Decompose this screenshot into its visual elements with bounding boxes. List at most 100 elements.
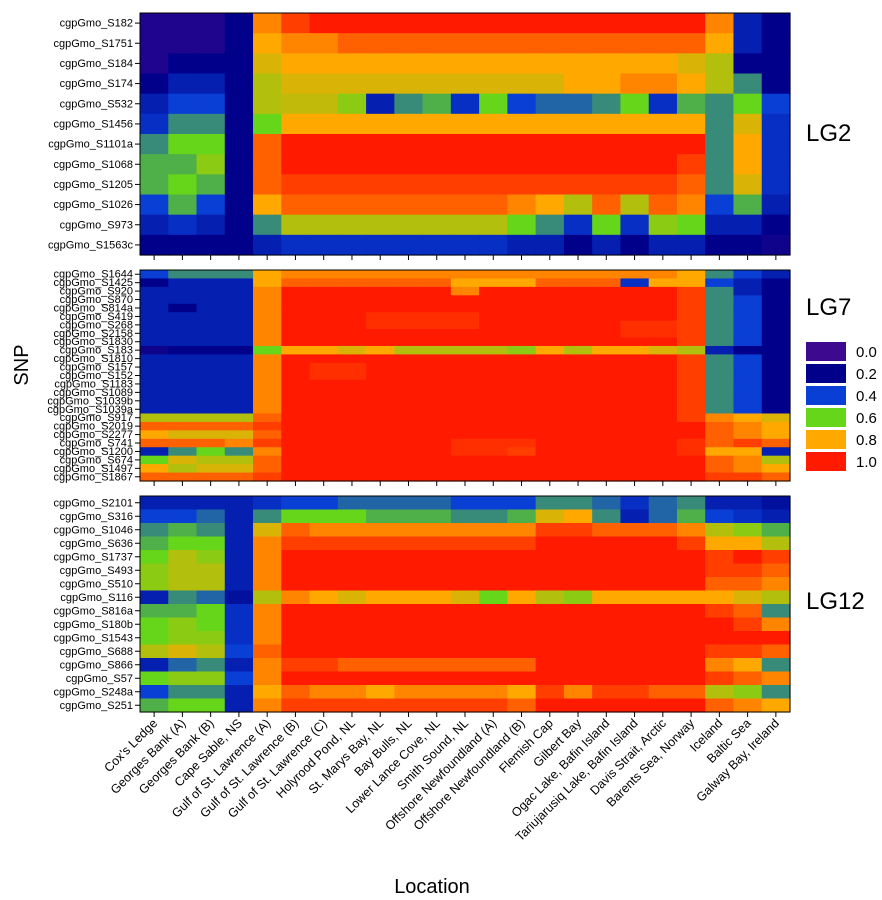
heatmap-cell <box>309 438 339 448</box>
heatmap-cell <box>479 345 508 355</box>
heatmap-cell <box>140 438 169 448</box>
heatmap-cell <box>592 438 622 448</box>
heatmap-cell <box>676 13 706 34</box>
heatmap-cell <box>676 329 706 339</box>
heatmap-cell <box>450 405 480 415</box>
heatmap-cell <box>648 438 678 448</box>
heatmap-cell <box>563 685 593 700</box>
heatmap-cell <box>733 329 763 339</box>
heatmap-cell <box>224 337 254 347</box>
heatmap-cell <box>309 214 339 236</box>
heatmap-cell <box>309 194 339 216</box>
heatmap-cell <box>676 536 706 551</box>
heatmap-cell <box>253 509 282 524</box>
heatmap-cell <box>450 421 480 431</box>
heatmap-cell <box>479 362 508 372</box>
heatmap-cell <box>394 174 424 196</box>
heatmap-cell <box>140 174 169 196</box>
heatmap-cell <box>507 550 537 565</box>
heatmap-cell <box>253 345 282 355</box>
heatmap-cell <box>479 496 508 511</box>
heatmap-cell <box>733 413 763 423</box>
heatmap-cell <box>168 577 198 592</box>
heatmap-cell <box>196 362 226 372</box>
heatmap-cell <box>281 73 311 95</box>
heatmap-cell <box>592 13 622 34</box>
snp-label: cgpGmo_S1425 <box>54 277 134 289</box>
heatmap-cell <box>507 329 537 339</box>
heatmap-cell <box>761 509 791 524</box>
heatmap-cell <box>592 295 622 305</box>
heatmap-cell <box>676 577 706 592</box>
heatmap-cell <box>337 472 367 482</box>
heatmap-cell <box>196 73 226 95</box>
heatmap-cell <box>676 134 706 155</box>
heatmap-cell <box>450 329 480 339</box>
heatmap-cell <box>592 174 622 196</box>
snp-label: cgpGmo_S1026 <box>54 199 134 211</box>
heatmap-cell <box>281 644 311 659</box>
heatmap-cell <box>535 509 565 524</box>
heatmap-cell <box>224 438 254 448</box>
heatmap-cell <box>168 174 198 196</box>
heatmap-cell <box>281 13 311 34</box>
heatmap-cell <box>422 345 452 355</box>
heatmap-cell <box>705 329 735 339</box>
snp-label: cgpGmo_S268 <box>60 319 133 331</box>
heatmap-cell <box>224 550 254 565</box>
heatmap-cell <box>196 303 226 313</box>
heatmap-cell <box>394 563 424 578</box>
heatmap-cell <box>140 447 169 457</box>
heatmap-cell <box>253 286 282 296</box>
heatmap-cell <box>337 631 367 646</box>
heatmap-cell <box>196 550 226 565</box>
heatmap-cell <box>733 278 763 288</box>
heatmap-cell <box>309 698 339 713</box>
heatmap-cell <box>140 577 169 592</box>
legend-label: 0.4 <box>856 388 877 405</box>
heatmap-cell <box>422 464 452 474</box>
heatmap-cell <box>563 604 593 619</box>
heatmap-cell <box>281 320 311 330</box>
heatmap-cell <box>563 73 593 95</box>
heatmap-cell <box>196 604 226 619</box>
heatmap-cell <box>592 362 622 372</box>
heatmap-cell <box>309 550 339 565</box>
heatmap-cell <box>507 371 537 381</box>
heatmap-cell <box>705 312 735 322</box>
heatmap-cell <box>422 447 452 457</box>
heatmap-cell <box>281 312 311 322</box>
heatmap-cell <box>422 430 452 440</box>
heatmap-cell <box>507 421 537 431</box>
snp-label: cgpGmo_S57 <box>66 673 133 685</box>
heatmap-cell <box>337 134 367 155</box>
heatmap-cell <box>281 496 311 511</box>
heatmap-cell <box>733 617 763 632</box>
heatmap-cell <box>422 73 452 95</box>
heatmap-cell <box>507 320 537 330</box>
heatmap-cell <box>394 214 424 236</box>
heatmap-cell <box>224 430 254 440</box>
heatmap-cell <box>281 53 311 75</box>
heatmap-cell <box>366 320 395 330</box>
heatmap-cell <box>705 563 735 578</box>
heatmap-cell <box>648 413 678 423</box>
heatmap-cell <box>535 13 565 34</box>
heatmap-cell <box>479 234 508 256</box>
heatmap-cell <box>705 698 735 713</box>
heatmap-cell <box>733 464 763 474</box>
heatmap-cell <box>733 134 763 155</box>
heatmap-cell <box>337 337 367 347</box>
heatmap-cell <box>450 234 480 256</box>
heatmap-cell <box>535 234 565 256</box>
heatmap-cell <box>535 438 565 448</box>
heatmap-cell <box>337 329 367 339</box>
heatmap-cell <box>676 413 706 423</box>
heatmap-cell <box>620 388 650 398</box>
heatmap-cell <box>450 455 480 465</box>
heatmap-cell <box>224 604 254 619</box>
heatmap-cell <box>479 320 508 330</box>
heatmap-cell <box>592 286 622 296</box>
heatmap-cell <box>620 685 650 700</box>
heatmap-cell <box>281 93 311 115</box>
